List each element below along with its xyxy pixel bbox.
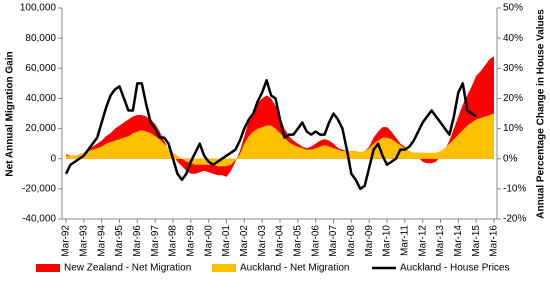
x-tick-label: Mar-08 (346, 225, 357, 257)
y-tick-label: 80,000 (25, 33, 56, 44)
legend-swatch (36, 264, 60, 272)
x-tick-label: Mar-97 (150, 225, 161, 257)
legend-label: Auckland - House Prices (400, 263, 510, 274)
x-tick-label: Mar-95 (114, 225, 125, 257)
x-tick-label: Mar-99 (185, 225, 196, 257)
y-tick-label: 0 (50, 153, 56, 164)
legend-label: Auckland - Net Migration (240, 263, 350, 274)
x-tick-label: Mar-03 (257, 225, 268, 257)
y2-tick-label: 20% (503, 93, 523, 104)
y2-tick-label: -10% (503, 183, 526, 194)
y-tick-label: 20,000 (25, 123, 56, 134)
x-tick-label: Mar-01 (221, 225, 232, 257)
x-tick-label: Mar-14 (453, 225, 464, 257)
y2-tick-label: 10% (503, 123, 523, 134)
x-tick-label: Mar-11 (399, 225, 410, 256)
y-tick-label: 40,000 (25, 93, 56, 104)
y2-axis-label: Annual Percentage Change in House Values (536, 9, 547, 219)
y2-tick-label: 40% (503, 33, 523, 44)
legend-swatch (212, 264, 236, 272)
x-tick-label: Mar-92 (61, 225, 72, 257)
x-tick-label: Mar-94 (96, 225, 107, 257)
area (66, 113, 494, 167)
y-tick-label: -40,000 (22, 214, 56, 225)
x-tick-label: Mar-02 (239, 225, 250, 257)
y2-tick-label: 0% (503, 153, 518, 164)
x-tick-label: Mar-09 (364, 225, 375, 257)
y-tick-label: 60,000 (25, 63, 56, 74)
x-tick-label: Mar-16 (489, 225, 500, 257)
x-tick-label: Mar-12 (417, 225, 428, 257)
y2-tick-label: -20% (503, 214, 526, 225)
line (64, 79, 477, 191)
x-tick-label: Mar-13 (435, 225, 446, 257)
x-tick-label: Mar-15 (471, 225, 482, 257)
y-tick-label: 100,000 (20, 3, 57, 14)
x-tick-label: Mar-07 (328, 225, 339, 257)
y-tick-label: -20,000 (22, 183, 56, 194)
x-tick-label: Mar-00 (203, 225, 214, 257)
y2-tick-label: 30% (503, 63, 523, 74)
legend-label: New Zealand - Net Migration (64, 263, 191, 274)
y2-tick-label: 50% (503, 3, 523, 14)
x-tick-label: Mar-04 (275, 225, 286, 257)
x-tick-label: Mar-10 (382, 225, 393, 257)
y-axis-label: Net Annual Migration Gain (5, 51, 16, 176)
x-tick-label: Mar-96 (132, 225, 143, 257)
x-tick-label: Mar-05 (292, 225, 303, 257)
x-tick-label: Mar-98 (168, 225, 179, 257)
x-tick-label: Mar-93 (78, 225, 89, 257)
x-tick-label: Mar-06 (310, 225, 321, 257)
